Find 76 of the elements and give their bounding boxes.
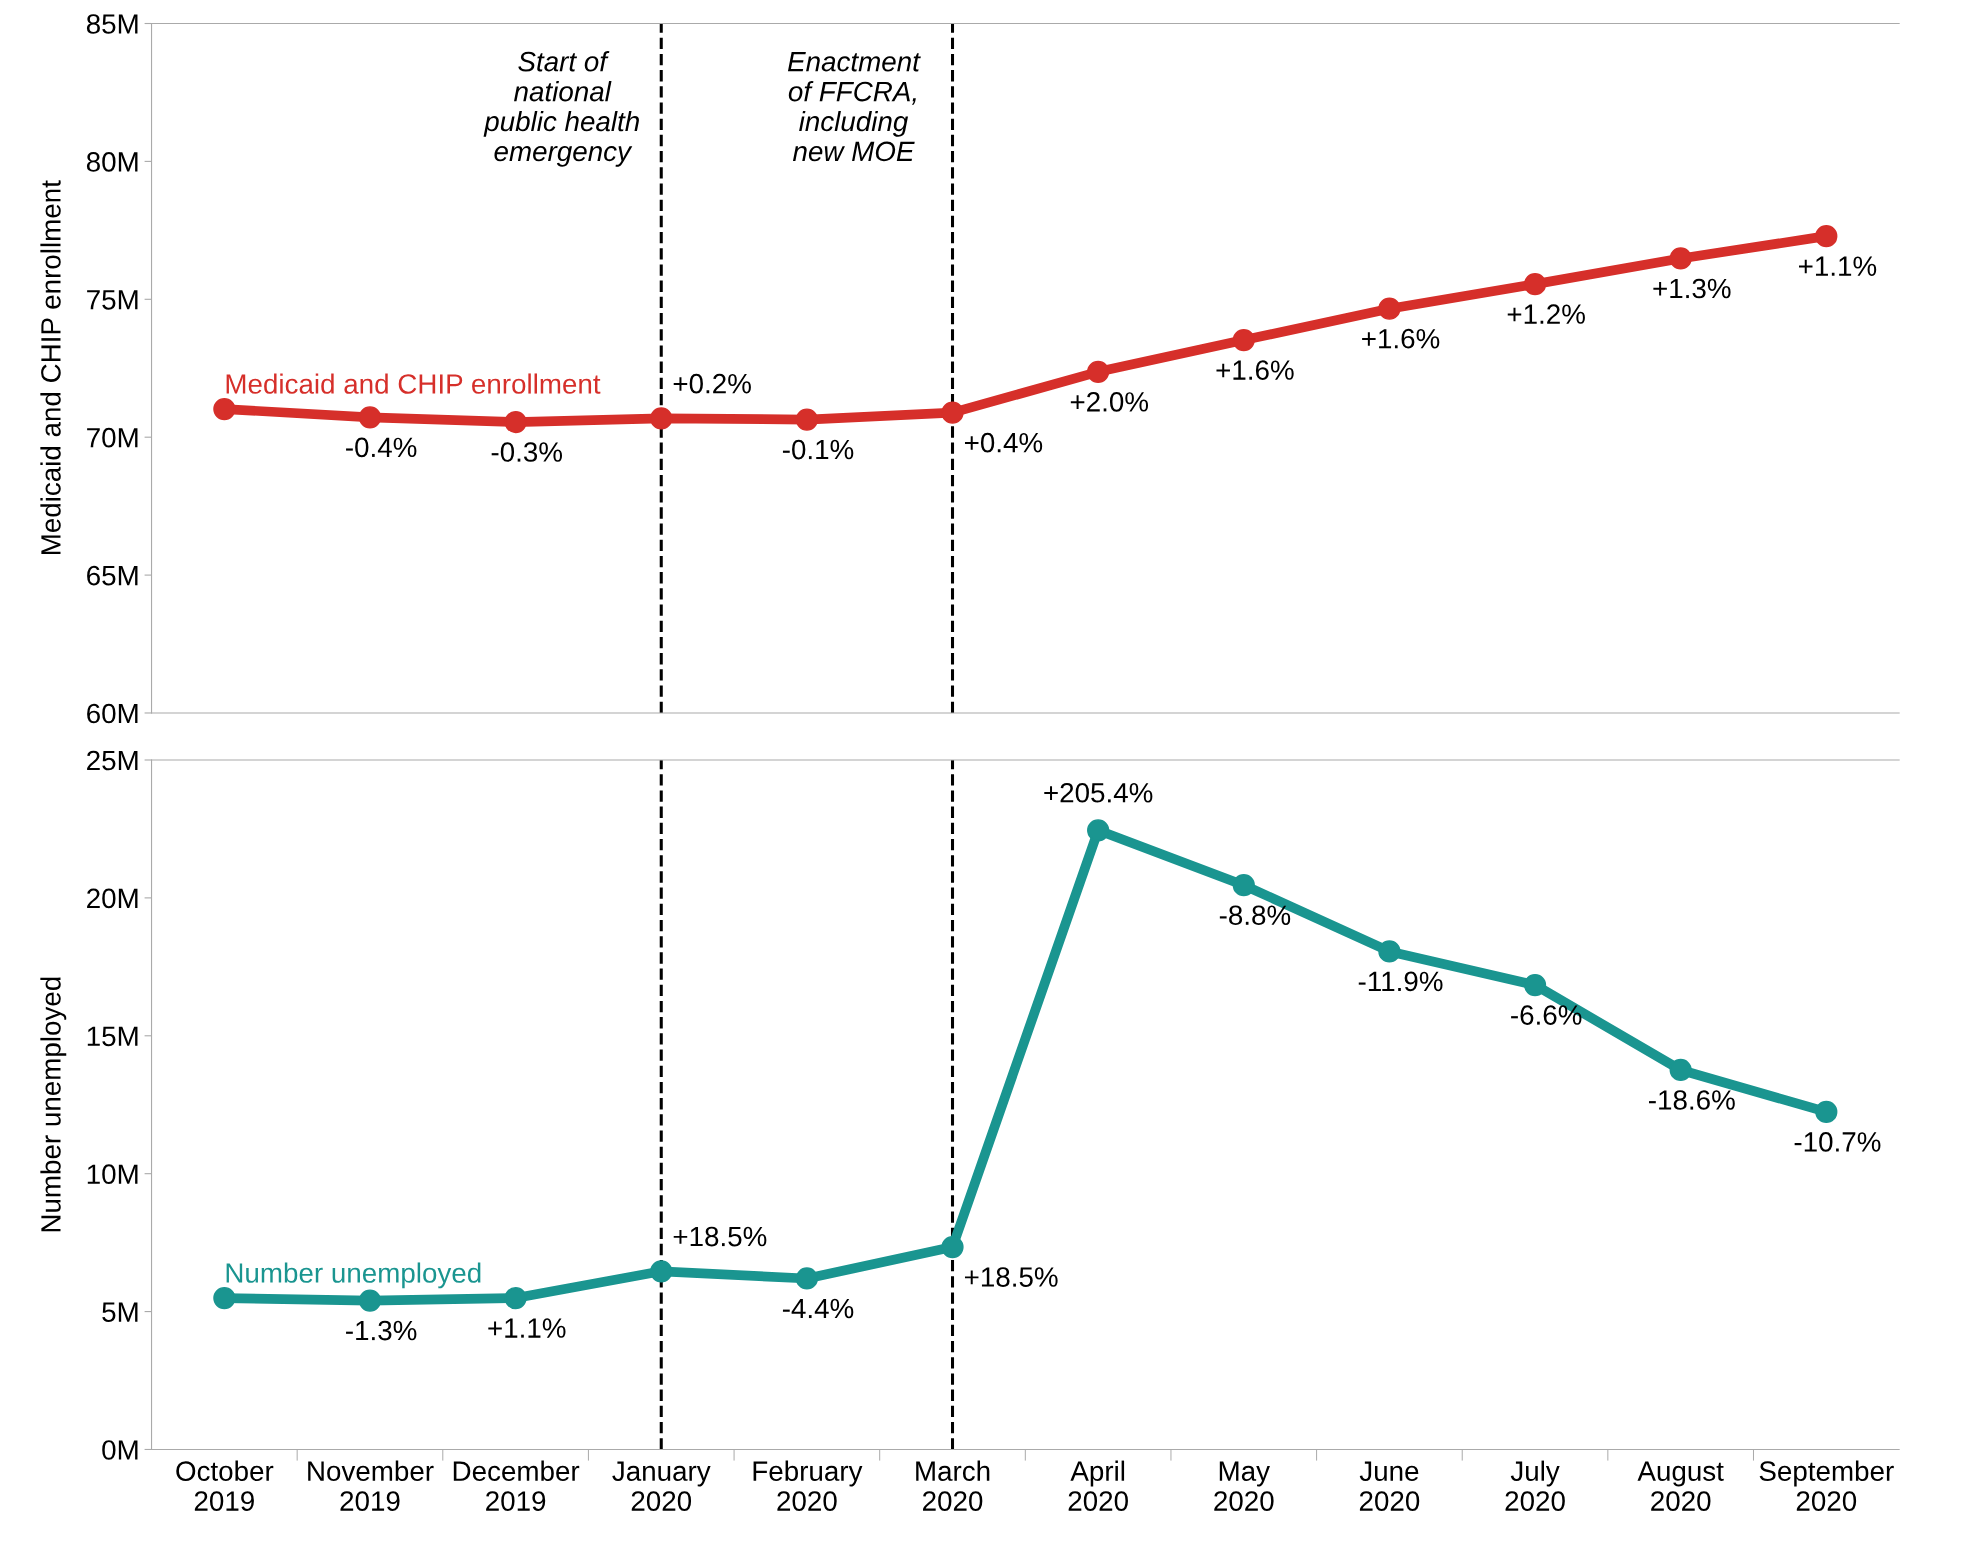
x-tick-label: August 2020 <box>1637 1461 1724 1511</box>
point <box>358 406 382 429</box>
point <box>1087 819 1110 842</box>
point <box>1669 1058 1692 1082</box>
y-tick-label: 70M <box>87 427 138 448</box>
x-tick-label: December 2019 <box>453 1460 580 1511</box>
annotation: +1.6% <box>1362 328 1440 349</box>
y-tick-label: 10M <box>87 1164 138 1185</box>
annotation: +1.1% <box>488 1318 566 1338</box>
annotation: -6.6% <box>1511 1005 1582 1025</box>
y-tick-label: 60M <box>87 703 138 724</box>
point <box>795 408 818 431</box>
y-tick-label: 20M <box>87 888 138 909</box>
annotation: +1.6% <box>1216 360 1294 380</box>
annotation: -8.8% <box>1219 905 1291 926</box>
point <box>1523 273 1547 296</box>
x-tick-label: February 2020 <box>753 1460 863 1511</box>
x-tick-label: November 2019 <box>308 1460 434 1511</box>
y-tick-label: 15M <box>87 1026 138 1047</box>
series-label: Number unemployed <box>226 1262 481 1289</box>
y-tick-label: 85M <box>86 14 138 34</box>
point <box>1669 247 1692 270</box>
point <box>1378 297 1401 320</box>
point <box>213 1286 236 1310</box>
annotation: -18.6% <box>1649 1090 1735 1110</box>
annotation: +1.3% <box>1653 278 1731 299</box>
annotation: -0.3% <box>491 442 563 462</box>
annotation: +0.2% <box>673 373 751 394</box>
point <box>1232 874 1255 897</box>
point <box>795 1267 818 1290</box>
ref-line-label: Start of national public health emergency <box>483 51 639 167</box>
point <box>213 397 236 421</box>
annotation: +18.5% <box>673 1226 767 1247</box>
x-tick-label: June 2020 <box>1359 1461 1420 1511</box>
annotation: +2.0% <box>1070 392 1149 412</box>
annotation: -10.7% <box>1794 1132 1881 1152</box>
series-label: Medicaid and CHIP enrollment <box>226 373 601 394</box>
point <box>650 407 673 430</box>
point <box>1232 329 1255 352</box>
point <box>1087 360 1110 383</box>
annotation: +18.5% <box>964 1267 1058 1287</box>
x-tick-label: April 2020 <box>1068 1460 1128 1511</box>
point <box>941 401 964 424</box>
annotation: +1.1% <box>1799 256 1877 276</box>
annotation: -1.3% <box>346 1320 417 1341</box>
ref-line-label: Enactment of FFCRA, including new MOE <box>787 52 921 162</box>
point <box>941 1235 964 1259</box>
annotation: -0.1% <box>782 439 854 460</box>
y-tick-label: 5M <box>102 1302 138 1322</box>
point <box>650 1260 673 1283</box>
x-tick-label: July 2020 <box>1505 1460 1565 1511</box>
y-axis-title: Medicaid and CHIP enrollment <box>40 180 61 555</box>
annotation: -0.4% <box>346 437 417 458</box>
point <box>1815 225 1838 248</box>
annotation: +1.2% <box>1507 304 1585 324</box>
y-tick-label: 25M <box>87 750 138 771</box>
point <box>1378 940 1401 963</box>
annotation: +205.4% <box>1044 782 1153 803</box>
annotation: -4.4% <box>782 1298 854 1319</box>
annotation: -11.9% <box>1358 971 1443 992</box>
x-tick-label: September 2020 <box>1759 1460 1894 1511</box>
point <box>1523 973 1547 997</box>
y-tick-label: 65M <box>87 565 138 586</box>
point <box>504 410 527 434</box>
point <box>358 1289 382 1312</box>
point <box>1815 1100 1838 1124</box>
x-tick-label: October 2019 <box>176 1460 274 1511</box>
y-tick-label: 80M <box>86 152 138 172</box>
x-tick-label: January 2020 <box>612 1461 711 1511</box>
point <box>504 1286 527 1310</box>
x-tick-label: March 2020 <box>916 1460 990 1511</box>
y-axis-title: Number unemployed <box>40 977 67 1232</box>
x-tick-label: May 2020 <box>1214 1461 1274 1511</box>
y-tick-label: 75M <box>87 290 138 310</box>
annotation: +0.4% <box>964 432 1043 453</box>
y-tick-label: 0M <box>102 1440 138 1460</box>
